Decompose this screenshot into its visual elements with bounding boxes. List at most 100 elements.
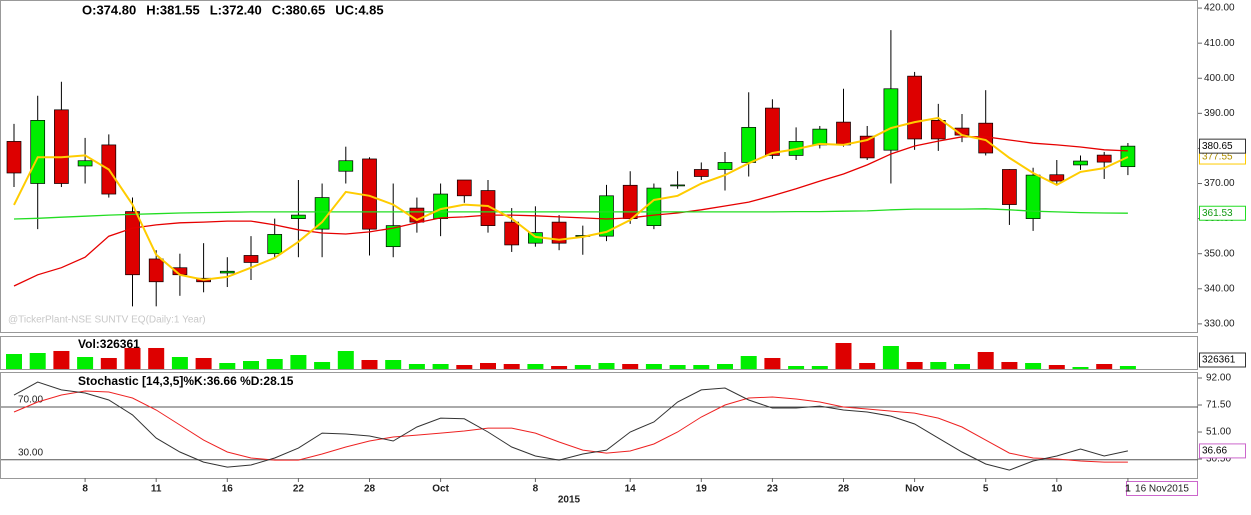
candle-body — [670, 184, 685, 187]
candle-body — [1025, 174, 1041, 219]
x-tick-label: 19 — [696, 484, 708, 495]
volume-bar — [29, 353, 46, 369]
volume-bar — [456, 365, 473, 369]
stochastic-k — [13, 381, 1129, 471]
level-label: 30.00 — [18, 447, 43, 458]
volume-bar — [432, 363, 449, 369]
year-label: 2015 — [558, 495, 581, 506]
candle-body — [883, 88, 899, 151]
moving-average — [13, 136, 1128, 287]
x-tick-label: 28 — [364, 484, 376, 495]
value-badge-text: 377.55 — [1202, 152, 1233, 163]
candle-body — [433, 193, 448, 219]
candle-body — [314, 197, 330, 230]
volume-bar — [1119, 365, 1136, 369]
candle-body — [622, 184, 638, 219]
volume-bar — [195, 357, 212, 369]
volume-bar — [930, 361, 947, 369]
candle-body — [77, 160, 93, 167]
volume-bar — [622, 363, 639, 369]
stochastic-title: Stochastic [14,3,5]%K:36.66 %D:28.15 — [78, 374, 294, 388]
candle-body — [125, 211, 140, 276]
volume-bar — [977, 351, 994, 369]
x-tick-label: 5 — [983, 484, 989, 495]
y-tick-label: 390.00 — [1204, 108, 1235, 119]
y-tick-label: 92.00 — [1206, 373, 1231, 384]
volume-bar — [503, 363, 520, 369]
y-tick-label: 51.00 — [1206, 427, 1231, 438]
volume-bar — [645, 363, 662, 369]
value-badge-text: 326361 — [1202, 355, 1236, 366]
y-tick-label: 340.00 — [1204, 283, 1235, 294]
candle-body — [693, 169, 709, 177]
header-item: UC:4.85 — [335, 2, 383, 17]
y-tick-label: 410.00 — [1204, 38, 1235, 49]
candle-body — [812, 128, 828, 146]
candle-body — [385, 225, 401, 248]
header-item: C:380.65 — [272, 2, 325, 17]
candle-body — [480, 190, 496, 226]
candle-body — [54, 109, 69, 184]
volume-bar — [171, 357, 188, 369]
value-badge-text: 361.53 — [1202, 208, 1233, 219]
candle-body — [765, 107, 780, 156]
volume-bar — [740, 355, 757, 369]
candle-body — [338, 160, 354, 172]
x-tick-label: 28 — [838, 484, 850, 495]
volume-bar — [219, 362, 236, 369]
x-tick-label: 8 — [533, 484, 539, 495]
y-tick-label: 420.00 — [1204, 3, 1235, 14]
volume-bar — [954, 363, 970, 369]
volume-bar — [314, 361, 331, 369]
candle-body — [741, 127, 757, 163]
level-label: 70.00 — [18, 395, 43, 406]
candle-body — [6, 141, 22, 174]
ohlc-header: O:374.80 H:381.55 L:372.40 C:380.65 UC:4.85 — [82, 2, 384, 17]
date-box-text: 16 Nov2015 — [1135, 484, 1189, 495]
y-tick-label: 30.50 — [1206, 454, 1231, 465]
candle-body — [907, 75, 922, 140]
volume-bar — [598, 362, 615, 369]
value-badge — [1199, 443, 1246, 459]
x-tick-label: 10 — [1051, 484, 1063, 495]
candle-body — [646, 187, 662, 226]
volume-bar — [77, 357, 94, 369]
volume-bar — [266, 358, 283, 369]
candle-body — [1073, 160, 1088, 166]
x-tick-label: 8 — [82, 484, 88, 495]
value-badge-text: 380.65 — [1202, 141, 1233, 152]
x-tick-label: Nov — [905, 484, 924, 495]
volume-bar — [882, 345, 899, 369]
candle-body — [456, 179, 472, 197]
x-tick-label: 23 — [767, 484, 779, 495]
volume-bar — [243, 361, 259, 369]
volume-bar — [6, 354, 22, 369]
volume-bar — [1096, 363, 1113, 369]
candle-body — [599, 195, 614, 237]
x-tick-label: 14 — [625, 484, 637, 495]
volume-bar — [408, 363, 425, 369]
candle-body — [148, 258, 164, 283]
y-tick-label: 400.00 — [1204, 73, 1235, 84]
volume-bar — [574, 365, 591, 369]
volume-bar — [527, 363, 544, 369]
candle-body — [30, 120, 46, 184]
volume-bar — [1048, 365, 1065, 369]
header-item: L:372.40 — [210, 2, 262, 17]
value-badge-text: 36.66 — [1202, 446, 1227, 457]
volume-bar — [859, 362, 876, 369]
volume-bar — [290, 354, 307, 369]
candle-body — [1002, 169, 1017, 205]
candle-body — [1049, 174, 1065, 182]
volume-bar — [835, 342, 852, 369]
volume-bar — [124, 347, 141, 369]
price-panel — [0, 0, 1198, 333]
volume-bar — [788, 366, 805, 369]
watermark: @TickerPlant-NSE SUNTV EQ(Daily:1 Year) — [8, 315, 206, 326]
volume-bar — [717, 363, 733, 369]
x-tick-label: Oct — [432, 484, 449, 495]
volume-bar — [551, 366, 568, 369]
header-item: H:381.55 — [146, 2, 199, 17]
volume-bar — [1072, 366, 1089, 369]
